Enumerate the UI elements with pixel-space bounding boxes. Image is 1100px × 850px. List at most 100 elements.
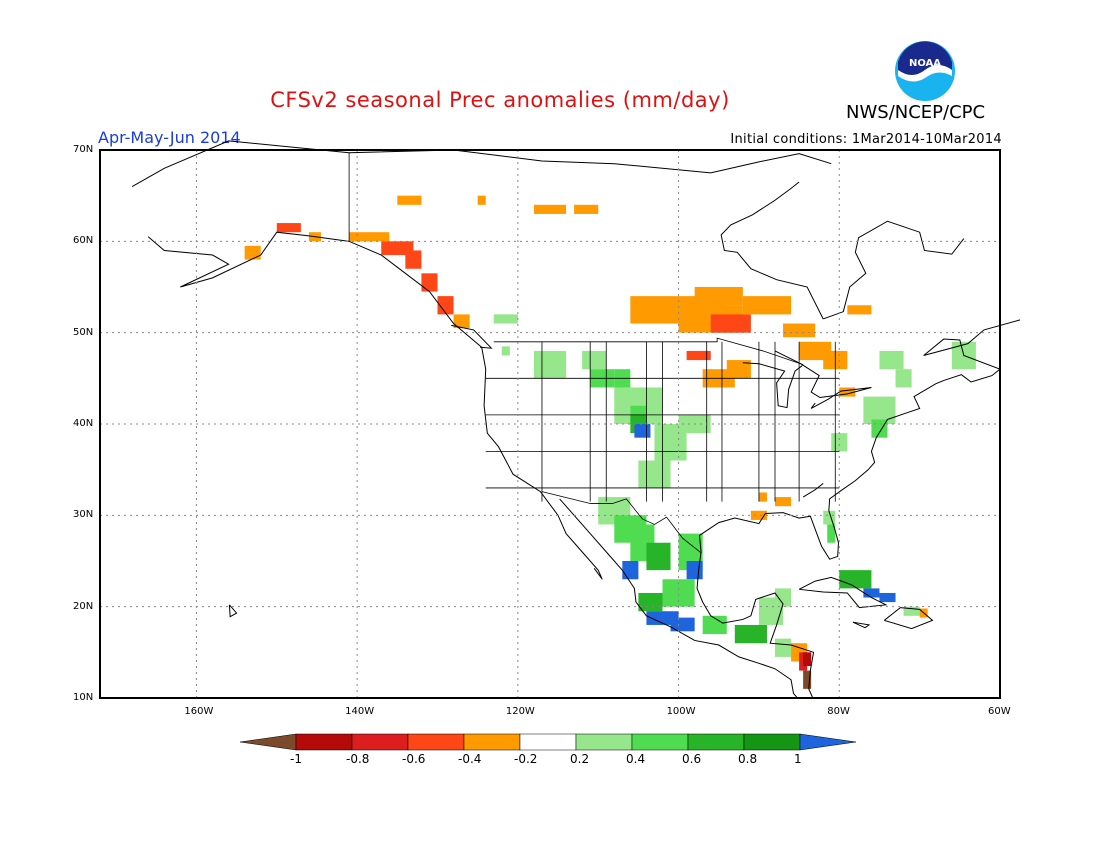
organization-label: NWS/NCEP/CPC [846,102,986,123]
hispaniola-island [883,607,934,630]
lon-label: 140W [345,706,375,717]
colorbar-left-arrow [239,733,297,751]
initial-conditions-label: Initial conditions: 1Mar2014-10Mar2014 [730,132,1002,147]
lat-label: 40N [73,418,94,429]
us-mexico-border [541,491,702,554]
anomaly-cell [775,588,792,607]
anomaly-cell [879,350,904,370]
hudson-bay-west [720,181,824,320]
anomaly-cell [827,524,836,543]
lon-label: 80W [827,706,850,717]
anomaly-cell [831,433,848,452]
anomaly-cell [638,592,663,612]
anomaly-cell [839,387,856,397]
lat-label: 20N [73,600,94,612]
lat-label: 70N [73,144,94,155]
arctic-coastline [131,140,832,187]
anomaly-cell [734,624,767,644]
lat-label: 50N [73,326,94,338]
colorbar-label: -0.8 [346,752,370,766]
season-label: Apr-May-Jun 2014 [98,128,241,147]
anomaly-layer [244,195,976,689]
anomaly-cell [847,305,872,315]
anomaly-cell [686,350,711,361]
colorbar-label: 0.6 [682,752,702,766]
great-lakes-outline [774,350,872,409]
colorbar-label: -0.2 [514,752,538,766]
anomaly-cell [839,570,872,589]
anomaly-cell [582,350,607,370]
anomaly-cell [646,542,671,571]
anomaly-cell [803,670,812,689]
anomaly-cell [437,296,454,315]
colorbar-label: 0.2 [570,752,590,766]
anomaly-cell [397,195,422,205]
anomaly-cell [783,323,816,338]
lon-label: 160W [184,706,214,717]
anomaly-cell [622,561,639,580]
colorbar-segment [407,733,465,751]
anomaly-cell [710,314,751,333]
noaa-logo-text: NOAA [909,58,941,69]
lon-label: 100W [666,706,696,717]
us-canada-border [493,337,804,366]
anomaly-cell [349,232,390,242]
colorbar-label: 0.8 [738,752,758,766]
colorbar-right-arrow [799,733,857,751]
colorbar-segment [575,733,633,751]
map-title: CFSv2 seasonal Prec anomalies (mm/day) [270,88,730,112]
anomaly-cell [276,223,301,233]
lat-label: 60N [73,235,94,247]
anomaly-cell [670,617,695,632]
anomaly-cell [863,588,880,598]
colorbar-segment [295,733,353,751]
colorbar-segment [519,733,577,751]
colorbar-segment [351,733,409,751]
colorbar-segment [463,733,521,751]
anomaly-cell [726,360,751,379]
cuba-island [798,576,888,609]
colorbar-segment [743,733,801,751]
colorbar-label: -0.6 [402,752,426,766]
anomaly-cell [533,204,567,214]
anomaly-cell [879,592,896,603]
colorbar-label: 0.4 [626,752,646,766]
coastline-layer [131,140,1021,699]
anomaly-cell [453,314,470,329]
lat-label: 10N [73,692,94,703]
colorbar-label: -0.4 [458,752,482,766]
hawaii-island [228,604,238,618]
colorbar [239,733,857,751]
noaa-logo: NOAA [895,41,955,101]
jamaica-island [852,621,871,629]
lon-label: 120W [505,706,535,717]
colorbar-segment [631,733,689,751]
lon-label: 60W [988,706,1011,717]
anomaly-cell [686,561,703,580]
hudson-bay-east [823,220,965,320]
anomaly-cell [421,273,438,292]
colorbar-label: -1 [290,752,302,766]
colorbar-label: 1 [794,752,802,766]
anomaly-cell [742,296,792,315]
anomaly-cell [803,652,812,667]
anomaly-cell [533,350,567,379]
cuba-outline [802,482,824,498]
map-frame [99,149,1001,699]
grid-layer [100,150,1000,698]
anomaly-cell [775,638,792,657]
anomaly-cell [634,424,651,438]
anomaly-cell [750,510,767,520]
anomaly-cell [702,615,727,635]
anomaly-cell [895,369,912,388]
mexico-pacific-coast [559,498,798,699]
anomaly-cell [405,250,422,269]
anomaly-cell [477,195,486,205]
pacific-coastline [147,231,603,580]
anomaly-cell [775,497,792,507]
anomaly-cell [871,419,888,438]
lat-label: 30N [73,509,94,521]
anomaly-cell [694,287,743,306]
lake-michigan-outline [742,362,803,409]
